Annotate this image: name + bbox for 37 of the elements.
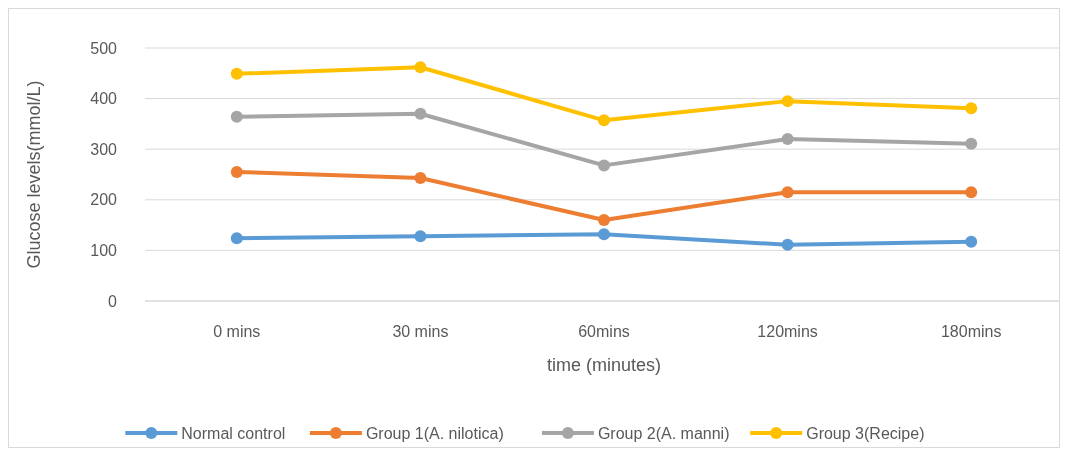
y-tick-label: 100 (90, 242, 118, 259)
point (598, 228, 610, 241)
x-axis-title: time (minutes) (546, 355, 662, 375)
point (965, 137, 978, 150)
point (230, 232, 243, 245)
point (230, 165, 243, 178)
x-tick-label: 180mins (940, 323, 1002, 340)
point (414, 107, 427, 120)
x-tick-label: 0 mins (213, 323, 261, 340)
point (781, 133, 794, 146)
x-tick-label: 60mins (578, 323, 630, 340)
legend-label: Group 2(A. manni) (597, 424, 730, 442)
y-tick-label: 200 (90, 191, 118, 209)
point (414, 172, 427, 185)
point (965, 102, 978, 115)
y-tick-label: 0 (108, 292, 118, 310)
point (781, 238, 794, 251)
point (965, 186, 978, 199)
y-tick-label: 400 (90, 90, 118, 108)
legend-label: Group 3(Recipe) (806, 424, 925, 442)
y-tick-label: 300 (90, 140, 118, 158)
point (598, 214, 610, 227)
y-axis-title: Glucose levels(mmol/L) (24, 80, 44, 269)
x-tick-label: 120mins (757, 323, 818, 340)
x-tick-label: 30 mins (392, 323, 449, 340)
point (598, 114, 610, 127)
point (230, 110, 243, 123)
point (965, 235, 978, 248)
legend-label: Normal control (181, 424, 286, 442)
point (781, 95, 794, 108)
point (230, 67, 243, 80)
point (414, 61, 427, 74)
point (598, 159, 610, 172)
point (781, 186, 794, 199)
legend-label: Group 1(A. nilotica) (365, 424, 504, 442)
y-tick-label: 500 (90, 39, 118, 57)
point (414, 230, 427, 243)
